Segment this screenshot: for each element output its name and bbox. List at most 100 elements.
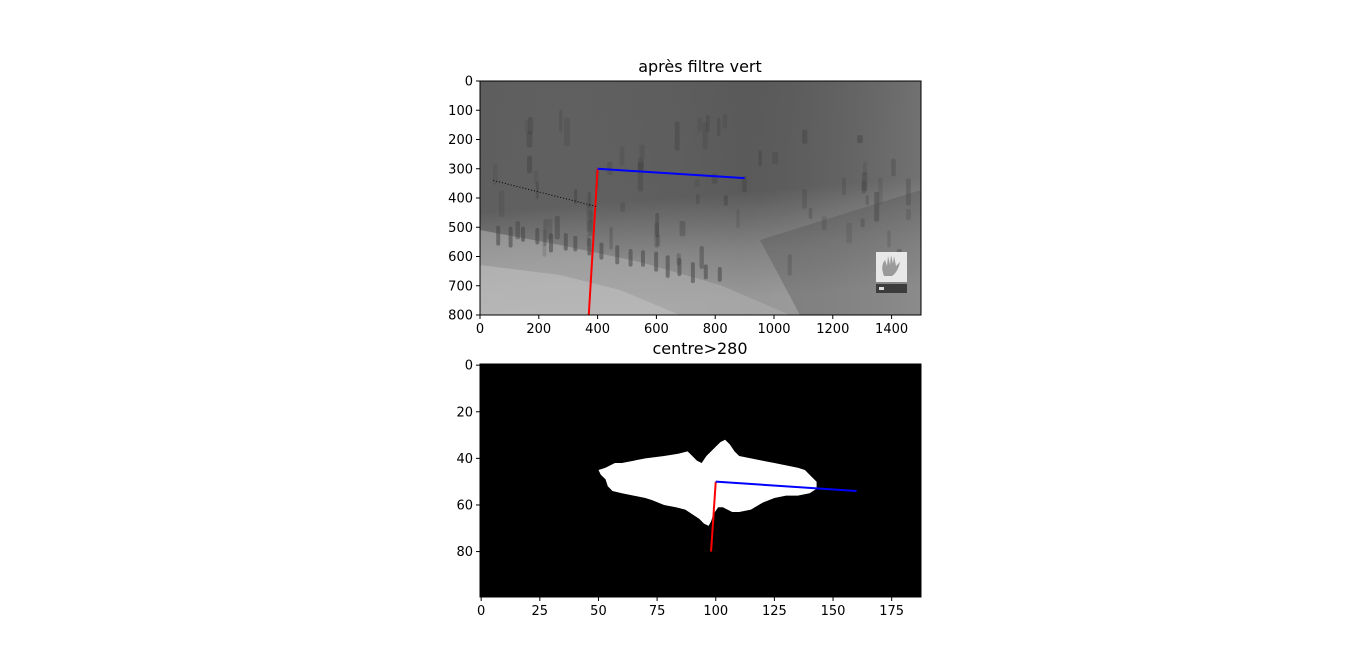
x-tick-label: 1000	[757, 322, 790, 337]
y-tick-label: 700	[448, 279, 473, 294]
image-streak	[492, 163, 498, 185]
y-tick-label: 200	[448, 133, 473, 148]
image-streak	[535, 181, 539, 199]
image-streak	[527, 155, 533, 174]
image-streak	[808, 207, 813, 219]
image-streak	[587, 238, 592, 256]
image-streak	[821, 216, 827, 231]
image-streak	[802, 189, 807, 209]
y-tick-label: 80	[456, 545, 473, 560]
image-streak	[906, 208, 912, 221]
logo-watermark	[876, 252, 907, 293]
x-tick-label: 75	[649, 604, 666, 619]
image-streak	[861, 180, 867, 194]
image-streak	[742, 175, 747, 193]
image-streak	[702, 121, 708, 150]
image-streak	[706, 115, 710, 132]
image-streak	[697, 117, 702, 132]
image-streak	[717, 267, 722, 282]
image-streak	[802, 129, 808, 144]
image-streak	[534, 170, 539, 184]
red-line	[587, 168, 599, 315]
y-tick-label: 100	[448, 104, 473, 119]
y-tick-label: 400	[448, 192, 473, 207]
top-x-ticks: 0 200 400 600 800 1000 1200 1400	[476, 315, 908, 337]
image-streak	[607, 161, 613, 175]
image-streak	[559, 110, 563, 132]
x-tick-label: 150	[821, 604, 846, 619]
image-streak	[711, 173, 718, 184]
x-tick-label: 1400	[875, 322, 908, 337]
image-streak	[615, 245, 620, 265]
bottom-overlay-lines	[710, 480, 857, 552]
bottom-panel-title: centre>280	[652, 339, 747, 358]
image-streak	[638, 158, 644, 170]
image-streak	[874, 191, 880, 222]
bottom-image	[480, 364, 921, 597]
x-tick-label: 100	[703, 604, 728, 619]
image-streak	[699, 245, 704, 269]
image-streak	[695, 194, 700, 205]
y-tick-label: 300	[448, 162, 473, 177]
image-streak	[620, 202, 626, 212]
image-streak	[665, 255, 670, 278]
image-streak	[690, 262, 695, 284]
x-tick-label: 50	[590, 604, 607, 619]
x-tick-label: 200	[526, 322, 551, 337]
image-streak	[703, 264, 708, 280]
image-streak	[564, 117, 570, 147]
x-tick-label: 25	[532, 604, 549, 619]
image-streak	[654, 222, 659, 248]
image-streak	[656, 234, 661, 247]
image-streak	[637, 162, 644, 192]
y-tick-label: 60	[456, 498, 473, 513]
image-streak	[863, 161, 867, 176]
image-streak	[655, 212, 660, 238]
y-tick-label: 600	[448, 250, 473, 265]
image-streak	[548, 233, 553, 253]
image-streak	[654, 251, 659, 272]
image-streak	[878, 177, 883, 205]
image-streak	[524, 120, 529, 133]
image-streak	[640, 250, 645, 267]
image-streak	[573, 235, 578, 252]
top-y-ticks: 0 100 200 300 400 500 600 700 800	[448, 75, 480, 324]
image-streak	[574, 189, 578, 205]
top-panel-title: après filtre vert	[638, 57, 762, 76]
red-line	[710, 481, 717, 552]
image-streak	[619, 146, 625, 166]
top-image	[480, 81, 921, 315]
y-tick-label: 20	[456, 405, 473, 420]
image-streak	[554, 216, 560, 240]
image-streak	[758, 150, 762, 167]
image-streak	[860, 218, 865, 228]
y-tick-label: 500	[448, 221, 473, 236]
image-streak	[586, 204, 593, 232]
y-tick-label: 0	[465, 359, 473, 374]
image-streak	[535, 227, 540, 245]
x-tick-label: 400	[585, 322, 610, 337]
x-tick-label: 175	[879, 604, 904, 619]
image-streak	[542, 228, 547, 257]
image-streak	[563, 233, 568, 251]
x-tick-label: 1200	[816, 322, 849, 337]
image-streak	[679, 220, 686, 237]
image-streak	[599, 242, 604, 260]
image-streak	[891, 158, 896, 177]
image-streak	[526, 131, 533, 148]
image-streak	[722, 113, 727, 129]
image-streak	[527, 117, 533, 135]
image-streak	[694, 178, 700, 187]
image-streak	[677, 257, 682, 277]
image-streaks	[492, 110, 912, 284]
image-streak	[846, 222, 853, 244]
image-streak	[543, 219, 547, 246]
top-image-panel: après filtre vert 0 200 400 600 800 1000 1200 1…	[448, 57, 922, 337]
bottom-x-ticks: 0 25 50 75 100 125 150 175	[477, 597, 904, 619]
image-streak	[723, 195, 728, 206]
top-overlay-lines	[493, 167, 745, 315]
image-streak	[508, 226, 513, 248]
y-tick-label: 40	[456, 452, 473, 467]
image-streak	[587, 192, 592, 208]
image-streak	[887, 230, 891, 248]
